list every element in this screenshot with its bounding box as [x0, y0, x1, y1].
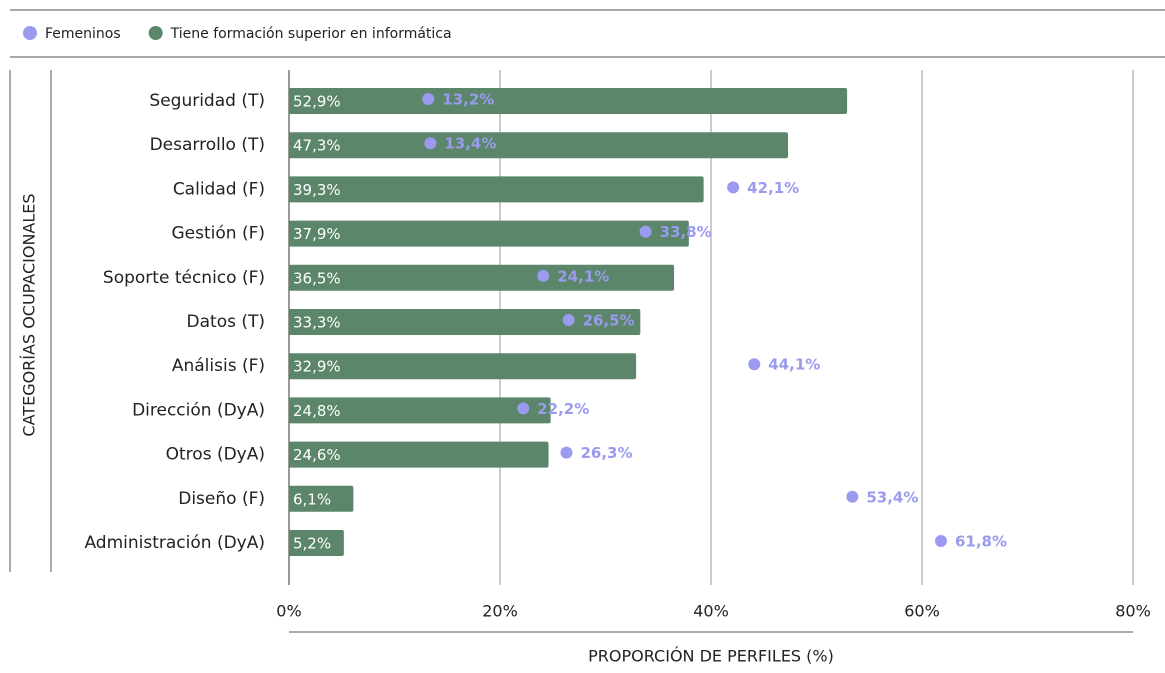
dot	[562, 314, 575, 326]
dot	[639, 225, 652, 238]
dot-value-label: 22,2%	[537, 400, 589, 418]
bar	[289, 220, 689, 247]
bar-value-label: 47,3%	[293, 137, 341, 155]
dot	[934, 535, 947, 547]
dot	[560, 446, 573, 459]
x-tick-label: 60%	[904, 602, 940, 621]
x-tick-label: 40%	[693, 602, 729, 621]
dot	[424, 137, 437, 150]
x-axis-label: PROPORCIÓN DE PERFILES (%)	[588, 647, 834, 666]
dot	[422, 93, 435, 105]
y-tick-label: Gestión (F)	[172, 224, 266, 244]
y-tick-label: Soporte técnico (F)	[103, 268, 265, 288]
dot-value-label: 61,8%	[955, 533, 1007, 551]
legend-swatch	[148, 26, 163, 40]
legend-label: Tiene formación superior en informática	[170, 26, 452, 42]
y-tick-label: Análisis (F)	[172, 356, 265, 376]
dot-value-label: 26,3%	[580, 444, 632, 462]
bar	[289, 88, 848, 114]
bar	[289, 397, 551, 424]
y-axis-label: CATEGORÍAS OCUPACIONALES	[20, 193, 39, 436]
bar-value-label: 39,3%	[293, 181, 341, 199]
dot-value-label: 13,2%	[442, 91, 494, 109]
dot-value-label: 13,4%	[444, 135, 496, 153]
bar	[289, 353, 637, 380]
y-tick-label: Datos (T)	[187, 312, 265, 332]
dot	[727, 181, 740, 194]
dot	[517, 402, 530, 415]
dot	[537, 269, 550, 282]
bar	[289, 530, 344, 556]
bar	[289, 264, 675, 291]
bar	[289, 132, 789, 159]
dot	[748, 358, 761, 371]
y-tick-label: Diseño (F)	[178, 489, 265, 509]
y-tick-label: Otros (DyA)	[166, 445, 265, 465]
dot-value-label: 53,4%	[866, 488, 918, 506]
bar-value-label: 37,9%	[293, 225, 341, 243]
bar	[289, 485, 354, 512]
bar-value-label: 5,2%	[293, 535, 331, 553]
y-tick-label: Dirección (DyA)	[132, 400, 265, 420]
dot-value-label: 33,8%	[660, 223, 712, 241]
bar-value-label: 36,5%	[293, 269, 341, 287]
bar-value-label: 24,8%	[293, 402, 341, 420]
dot	[846, 490, 859, 503]
dot-value-label: 26,5%	[583, 312, 635, 330]
bar-value-label: 32,9%	[293, 358, 341, 376]
x-tick-label: 80%	[1115, 602, 1151, 621]
y-tick-label: Administración (DyA)	[84, 533, 265, 553]
bar	[289, 309, 641, 335]
bar	[289, 441, 549, 468]
y-tick-label: Calidad (F)	[173, 179, 265, 199]
bar	[289, 176, 704, 203]
dot-value-label: 44,1%	[768, 356, 820, 374]
y-tick-label: Seguridad (T)	[149, 91, 265, 111]
bar-value-label: 24,6%	[293, 446, 341, 464]
x-tick-label: 20%	[482, 602, 518, 621]
x-tick-label: 0%	[276, 602, 301, 621]
legend-label: Femeninos	[45, 26, 121, 42]
dot-value-label: 42,1%	[747, 179, 799, 197]
y-tick-label: Desarrollo (T)	[150, 135, 265, 155]
bar-value-label: 33,3%	[293, 314, 341, 332]
bar-value-label: 52,9%	[293, 93, 341, 111]
legend-swatch	[23, 26, 37, 40]
dot-value-label: 24,1%	[557, 267, 609, 285]
bar-value-label: 6,1%	[293, 490, 331, 508]
